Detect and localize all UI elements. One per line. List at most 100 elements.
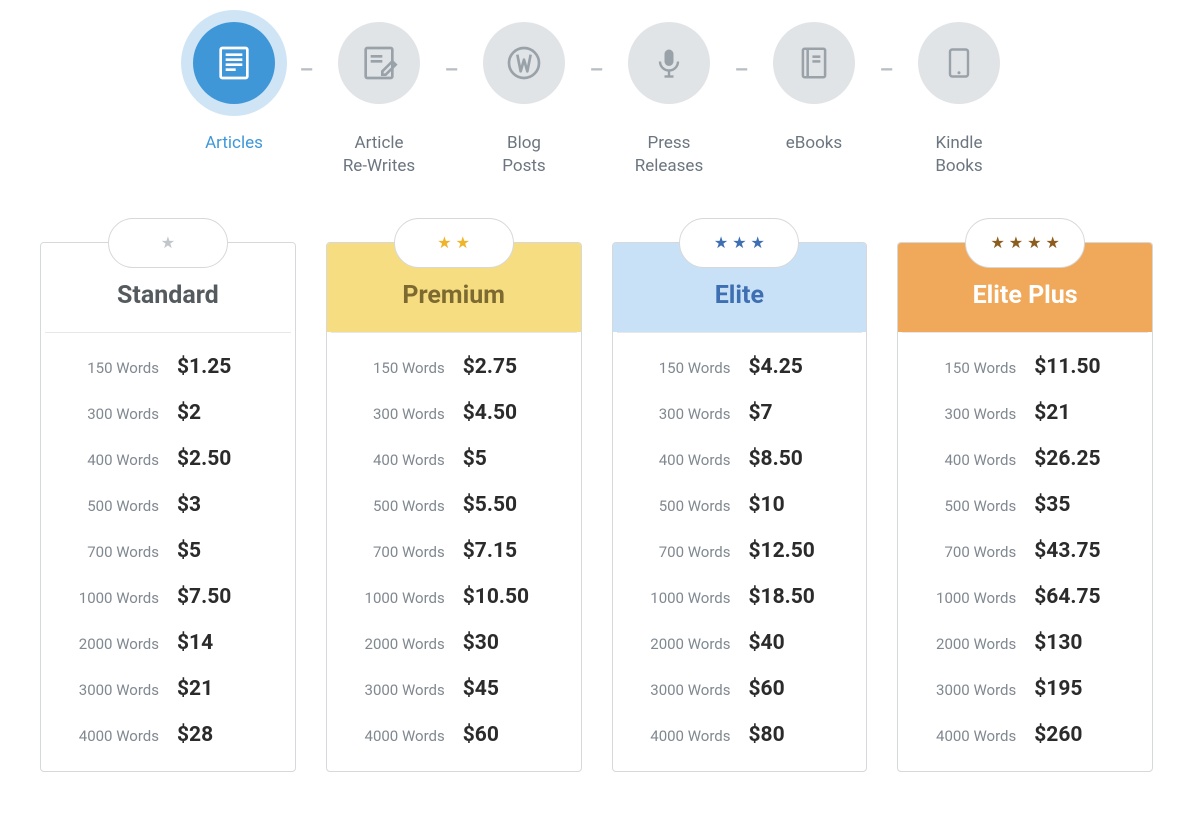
price-row[interactable]: 500 Words$10 (631, 493, 849, 517)
star-icon: ★ (161, 235, 175, 251)
price-value: $10 (749, 493, 785, 517)
price-row[interactable]: 2000 Words$40 (631, 631, 849, 655)
price-row[interactable]: 2000 Words$30 (345, 631, 563, 655)
plan-standard[interactable]: ★Standard150 Words$1.25300 Words$2400 Wo… (40, 242, 296, 772)
ebooks-icon (773, 22, 855, 104)
price-row[interactable]: 400 Words$8.50 (631, 447, 849, 471)
category-strip: Articles – Article Re-Writes – Blog Post… (0, 0, 1193, 178)
plan-eliteplus[interactable]: ★★★★Elite Plus150 Words$11.50300 Words$2… (897, 242, 1153, 772)
price-value: $10.50 (463, 585, 529, 609)
blog-icon (483, 22, 565, 104)
price-value: $1.25 (177, 355, 231, 379)
price-value: $60 (463, 723, 499, 747)
category-rewrites[interactable]: Article Re-Writes (322, 22, 437, 178)
word-count: 700 Words (345, 543, 445, 561)
word-count: 700 Words (631, 543, 731, 561)
price-value: $21 (1034, 401, 1070, 425)
kindle-icon (918, 22, 1000, 104)
price-value: $60 (749, 677, 785, 701)
category-press[interactable]: Press Releases (612, 22, 727, 178)
price-row[interactable]: 700 Words$43.75 (916, 539, 1134, 563)
price-row[interactable]: 700 Words$7.15 (345, 539, 563, 563)
price-row[interactable]: 1000 Words$64.75 (916, 585, 1134, 609)
plan-premium[interactable]: ★★Premium150 Words$2.75300 Words$4.50400… (326, 242, 582, 772)
price-row[interactable]: 4000 Words$80 (631, 723, 849, 747)
price-value: $18.50 (749, 585, 815, 609)
price-row[interactable]: 2000 Words$130 (916, 631, 1134, 655)
price-value: $14 (177, 631, 213, 655)
plan-body: 150 Words $2.75 300 Words$4.50 400 Words$5 5… (327, 333, 581, 771)
price-value: $5 (177, 539, 201, 563)
price-row[interactable]: 150 Words $2.75 (345, 355, 563, 379)
price-value: $21 (177, 677, 213, 701)
price-value: $11.50 (1034, 355, 1100, 379)
price-row[interactable]: 700 Words$5 (59, 539, 277, 563)
plan-star-pill: ★★ (394, 218, 514, 268)
word-count: 2000 Words (59, 635, 159, 653)
price-row[interactable]: 300 Words$2 (59, 401, 277, 425)
category-label: Article Re-Writes (322, 132, 437, 178)
price-value: $2.50 (177, 447, 231, 471)
price-value: $4.25 (749, 355, 803, 379)
word-count: 1000 Words (916, 589, 1016, 607)
price-value: $2.75 (463, 355, 517, 379)
price-row[interactable]: 300 Words $21 (916, 401, 1134, 425)
star-icon: ★ (732, 235, 746, 251)
word-count: 1000 Words (59, 589, 159, 607)
star-icon: ★ (714, 235, 728, 251)
price-row[interactable]: 700 Words $12.50 (631, 539, 849, 563)
category-blog[interactable]: Blog Posts (467, 22, 582, 178)
price-row[interactable]: 400 Words$2.50 (59, 447, 277, 471)
press-icon (628, 22, 710, 104)
star-icon: ★ (456, 235, 470, 251)
plan-elite[interactable]: ★★★Elite150 Words$4.25300 Words$7400 Wor… (612, 242, 868, 772)
price-row[interactable]: 500 Words$3 (59, 493, 277, 517)
price-row[interactable]: 300 Words$4.50 (345, 401, 563, 425)
word-count: 4000 Words (345, 727, 445, 745)
word-count: 3000 Words (59, 681, 159, 699)
price-row[interactable]: 150 Words$1.25 (59, 355, 277, 379)
price-row[interactable]: 3000 Words$45 (345, 677, 563, 701)
word-count: 4000 Words (916, 727, 1016, 745)
star-icon: ★ (1009, 235, 1023, 251)
word-count: 700 Words (916, 543, 1016, 561)
price-row[interactable]: 2000 Words $14 (59, 631, 277, 655)
plans-container: ★Standard150 Words$1.25300 Words$2400 Wo… (0, 242, 1193, 772)
word-count: 3000 Words (631, 681, 731, 699)
price-row[interactable]: 3000 Words$195 (916, 677, 1134, 701)
price-row[interactable]: 4000 Words$28 (59, 723, 277, 747)
price-value: $4.50 (463, 401, 517, 425)
word-count: 2000 Words (916, 635, 1016, 653)
price-row[interactable]: 500 Words$35 (916, 493, 1134, 517)
category-articles[interactable]: Articles (177, 22, 292, 155)
price-row[interactable]: 150 Words$4.25 (631, 355, 849, 379)
price-row[interactable]: 150 Words$11.50 (916, 355, 1134, 379)
price-value: $12.50 (749, 539, 815, 563)
word-count: 150 Words (345, 359, 445, 377)
price-row[interactable]: 1000 Words$10.50 (345, 585, 563, 609)
word-count: 300 Words (631, 405, 731, 423)
category-kindle[interactable]: Kindle Books (902, 22, 1017, 178)
price-row[interactable]: 400 Words$5 (345, 447, 563, 471)
price-row[interactable]: 3000 Words $60 (631, 677, 849, 701)
category-ebooks[interactable]: eBooks (757, 22, 872, 155)
price-row[interactable]: 3000 Words $21 (59, 677, 277, 701)
price-value: $7.50 (177, 585, 231, 609)
price-row[interactable]: 500 Words$5.50 (345, 493, 563, 517)
price-row[interactable]: 1000 Words $7.50 (59, 585, 277, 609)
price-value: $8.50 (749, 447, 803, 471)
price-row[interactable]: 4000 Words$260 (916, 723, 1134, 747)
category-label: eBooks (757, 132, 872, 155)
price-value: $45 (463, 677, 499, 701)
star-icon: ★ (437, 235, 451, 251)
price-row[interactable]: 1000 Words$18.50 (631, 585, 849, 609)
category-divider: – (872, 58, 902, 83)
word-count: 300 Words (916, 405, 1016, 423)
category-label: Kindle Books (902, 132, 1017, 178)
category-label: Press Releases (612, 132, 727, 178)
price-row[interactable]: 4000 Words $60 (345, 723, 563, 747)
price-value: $35 (1034, 493, 1070, 517)
price-row[interactable]: 400 Words$26.25 (916, 447, 1134, 471)
category-divider: – (582, 58, 612, 83)
price-row[interactable]: 300 Words$7 (631, 401, 849, 425)
